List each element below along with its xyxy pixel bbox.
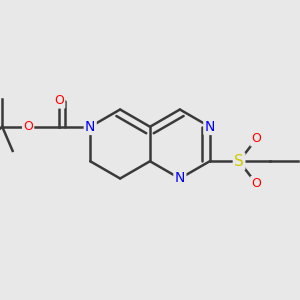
Text: N: N xyxy=(175,172,185,185)
Text: S: S xyxy=(234,154,244,169)
Text: O: O xyxy=(251,132,261,145)
Text: N: N xyxy=(85,120,95,134)
Text: O: O xyxy=(54,94,64,107)
Text: N: N xyxy=(205,120,215,134)
Text: O: O xyxy=(251,177,261,190)
Text: O: O xyxy=(23,120,33,133)
